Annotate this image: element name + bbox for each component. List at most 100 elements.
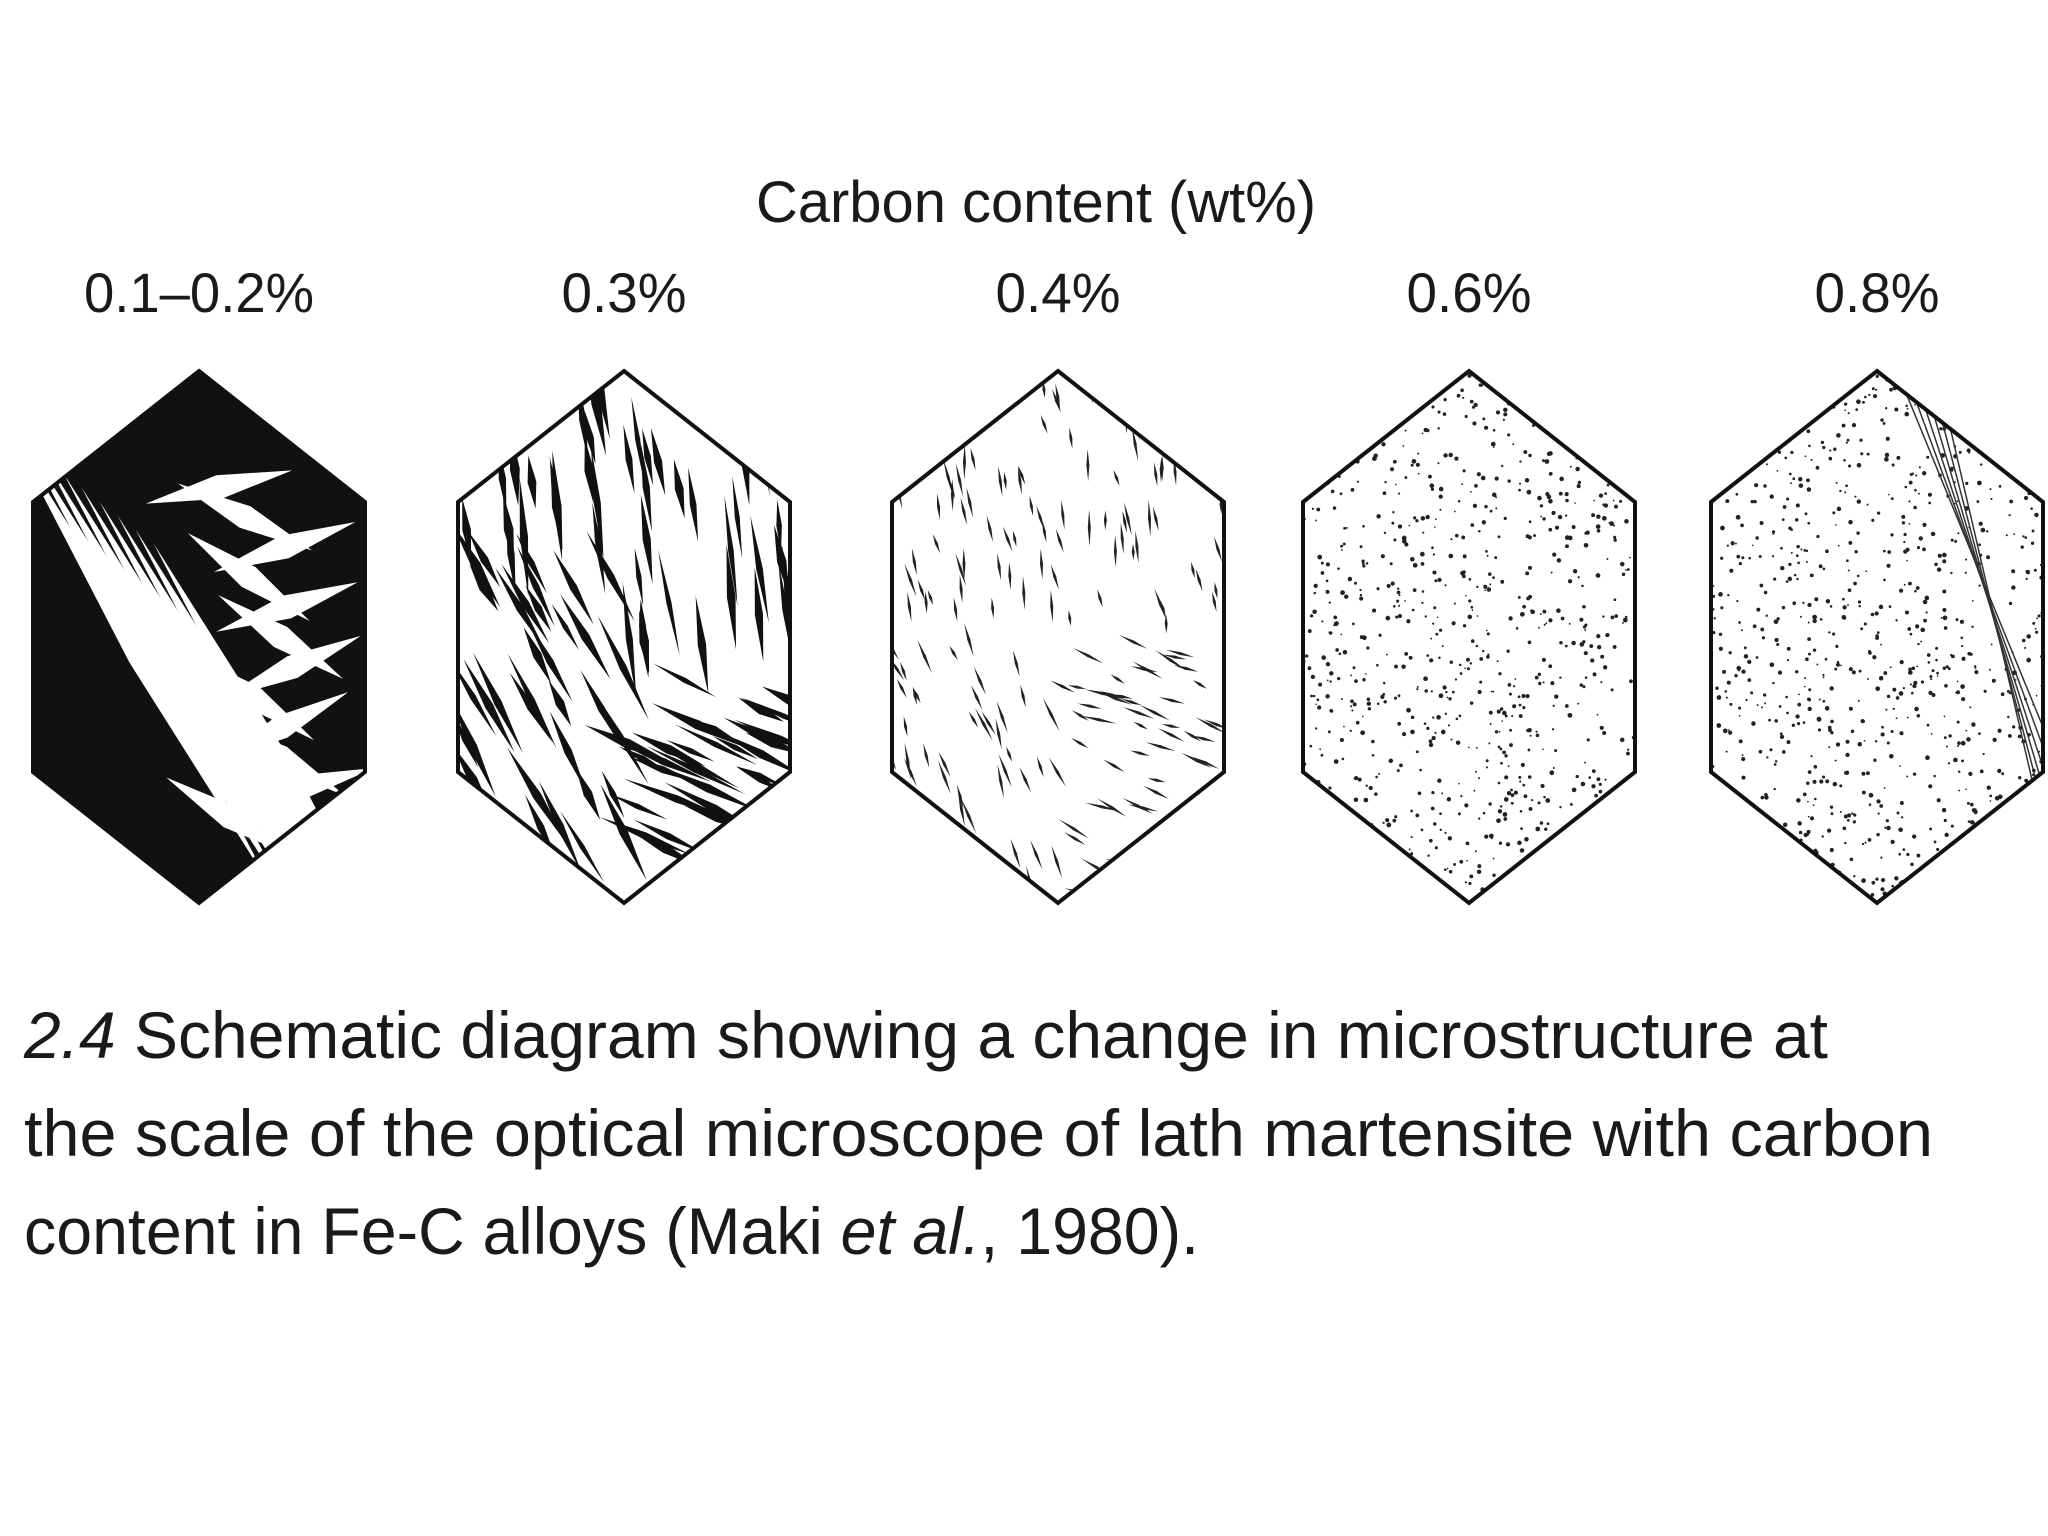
speckle: [1846, 559, 1849, 563]
speckle: [1323, 382, 1327, 386]
speckle: [1925, 755, 1930, 761]
lath: [549, 711, 587, 792]
speckle: [1507, 433, 1511, 437]
speckle: [1383, 870, 1388, 875]
speckle: [1953, 757, 1958, 763]
speckle: [2005, 900, 2010, 903]
speckle: [1469, 662, 1473, 665]
speckle: [1922, 471, 1927, 476]
speckle: [1853, 581, 1857, 586]
speckle: [2039, 819, 2043, 823]
speckle: [1313, 591, 1317, 595]
speckle: [1621, 389, 1625, 393]
speckle: [1489, 509, 1493, 513]
speckle: [1337, 804, 1342, 809]
lath: [640, 442, 652, 532]
speckle: [1403, 857, 1407, 861]
speckle: [1606, 558, 1609, 560]
speckle: [1391, 878, 1394, 880]
panel-label: 0.4%: [996, 261, 1121, 324]
speckle: [1976, 876, 1979, 879]
lath: [1048, 757, 1066, 787]
speckle: [1545, 622, 1548, 625]
speckle: [1880, 877, 1886, 883]
speckle: [1497, 781, 1501, 785]
lath: [913, 688, 921, 703]
lath: [904, 563, 917, 597]
speckle: [1569, 465, 1572, 468]
speckle: [1474, 484, 1478, 488]
speckle: [1745, 380, 1748, 383]
speckle: [1722, 899, 1726, 903]
speckle: [1332, 896, 1337, 901]
speckle: [1755, 536, 1759, 540]
speckle: [1593, 499, 1595, 502]
lath: [927, 454, 933, 471]
speckle: [1537, 801, 1541, 805]
speckle: [1988, 668, 1991, 671]
speckle: [1976, 500, 1980, 503]
speckle: [1349, 834, 1352, 838]
microstructure: [1711, 371, 2043, 903]
speckle: [1756, 607, 1761, 612]
speckle: [1967, 651, 1972, 656]
lath: [525, 585, 552, 632]
speckle: [1571, 525, 1576, 529]
speckle: [1948, 734, 1952, 738]
speckle: [1779, 732, 1783, 736]
speckle: [1782, 505, 1787, 509]
lath: [688, 467, 699, 542]
speckle: [1406, 393, 1411, 398]
speckle: [1727, 593, 1730, 597]
lath: [488, 851, 511, 901]
speckle: [1361, 559, 1365, 563]
speckle: [1462, 554, 1467, 559]
speckle: [1421, 432, 1424, 435]
speckle: [2031, 400, 2035, 404]
speckle: [1901, 514, 1906, 519]
speckle: [1769, 748, 1773, 752]
lath: [1123, 502, 1132, 536]
lath: [931, 869, 949, 899]
speckle: [1796, 544, 1800, 549]
speckle: [1491, 382, 1497, 388]
speckle: [1406, 707, 1411, 713]
lath: [674, 724, 758, 766]
speckle: [1861, 842, 1865, 846]
speckle: [1874, 740, 1878, 743]
speckle: [1436, 715, 1441, 720]
speckle: [1309, 744, 1313, 748]
speckle: [1955, 618, 1959, 622]
speckle: [1420, 562, 1425, 566]
speckle: [1611, 372, 1613, 374]
speckle: [1314, 727, 1318, 730]
speckle: [1320, 753, 1324, 757]
speckle: [1825, 779, 1830, 784]
speckle: [1411, 608, 1415, 612]
speckle: [1426, 884, 1431, 890]
speckle: [1461, 573, 1464, 576]
speckle: [1517, 595, 1521, 599]
speckle: [1626, 568, 1630, 571]
speckle: [1798, 830, 1803, 835]
speckle: [1819, 618, 1823, 621]
speckle: [1544, 459, 1550, 464]
lath: [1202, 374, 1214, 409]
speckle: [1885, 819, 1889, 823]
speckle: [1722, 728, 1728, 734]
speckle: [2009, 499, 2014, 504]
speckle: [1351, 709, 1354, 712]
speckle: [1600, 654, 1605, 659]
speckle: [1836, 662, 1840, 667]
speckle: [1786, 414, 1791, 419]
speckle: [1920, 379, 1924, 383]
speckle: [1942, 589, 1947, 594]
lath: [1212, 591, 1217, 612]
lath: [735, 766, 783, 786]
speckle: [2006, 897, 2010, 901]
lath: [1159, 456, 1163, 483]
speckle: [1980, 463, 1983, 466]
speckle: [1472, 503, 1477, 508]
lath: [1143, 785, 1169, 800]
